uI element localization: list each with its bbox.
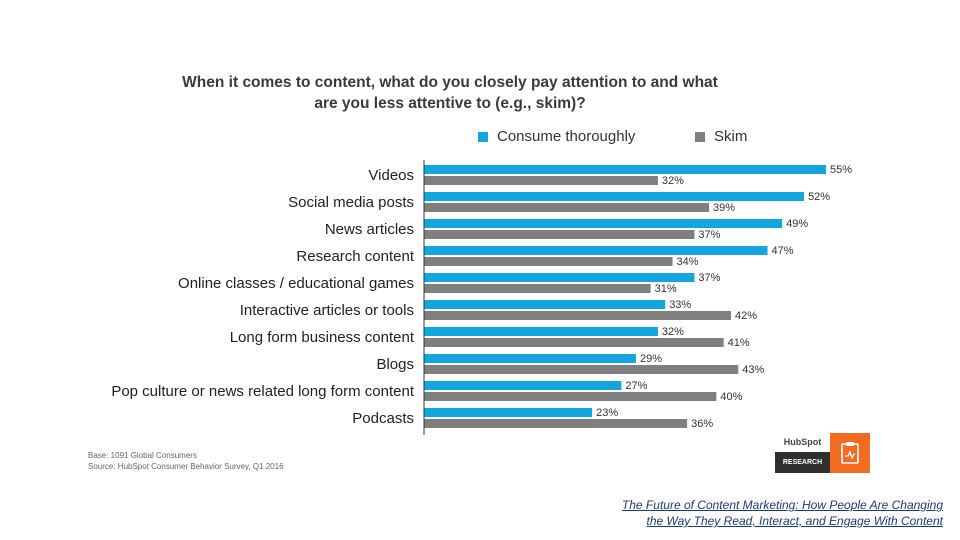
legend-label-consume: Consume thoroughly bbox=[497, 128, 636, 145]
value-label-skim: 42% bbox=[735, 310, 757, 322]
category-label: Pop culture or news related long form co… bbox=[111, 383, 414, 400]
value-label-consume: 37% bbox=[698, 272, 720, 284]
bar-consume bbox=[424, 354, 636, 363]
value-label-consume: 49% bbox=[786, 218, 808, 230]
category-label: Long form business content bbox=[230, 329, 415, 346]
value-label-consume: 29% bbox=[640, 353, 662, 365]
value-label-skim: 39% bbox=[713, 202, 735, 214]
chart-title: When it comes to content, what do you cl… bbox=[182, 74, 718, 112]
bar-consume bbox=[424, 300, 666, 309]
citation-line-1[interactable]: The Future of Content Marketing: How Peo… bbox=[621, 498, 943, 512]
legend-item-skim: Skim bbox=[695, 128, 747, 145]
value-label-consume: 32% bbox=[662, 326, 684, 338]
value-label-skim: 37% bbox=[698, 229, 720, 241]
bar-consume bbox=[424, 327, 658, 336]
bar-consume bbox=[424, 381, 622, 390]
bar-skim bbox=[424, 311, 731, 320]
bar-skim bbox=[424, 230, 695, 239]
value-label-skim: 34% bbox=[677, 256, 699, 268]
bar-consume bbox=[424, 192, 805, 201]
category-label: Social media posts bbox=[288, 194, 414, 211]
value-label-skim: 32% bbox=[662, 175, 684, 187]
value-label-skim: 40% bbox=[720, 391, 742, 403]
bar-skim bbox=[424, 392, 717, 401]
legend-swatch-skim bbox=[695, 131, 705, 142]
bar-skim bbox=[424, 419, 688, 428]
source-note: Source: HubSpot Consumer Behavior Survey… bbox=[88, 462, 284, 471]
legend-item-consume: Consume thoroughly bbox=[478, 128, 635, 145]
value-label-skim: 41% bbox=[728, 337, 750, 349]
category-label: Videos bbox=[368, 167, 414, 184]
bar-skim bbox=[424, 203, 710, 212]
value-label-consume: 52% bbox=[808, 191, 830, 203]
category-label: Online classes / educational games bbox=[178, 275, 414, 292]
category-label: Research content bbox=[296, 248, 414, 265]
bar-consume bbox=[424, 273, 695, 282]
value-label-skim: 31% bbox=[655, 283, 677, 295]
value-label-consume: 23% bbox=[596, 407, 618, 419]
research-badge: RESEARCH bbox=[775, 452, 830, 473]
base-note: Base: 1091 Global Consumers bbox=[88, 451, 197, 460]
bar-consume bbox=[424, 246, 768, 255]
category-label: Blogs bbox=[376, 356, 414, 373]
category-label: Podcasts bbox=[352, 410, 414, 427]
legend-swatch-consume bbox=[478, 131, 488, 142]
bar-skim bbox=[424, 365, 739, 374]
hubspot-logo: HubSpot bbox=[783, 437, 822, 447]
value-label-consume: 27% bbox=[625, 380, 647, 392]
value-label-consume: 33% bbox=[669, 299, 691, 311]
citation-line-2[interactable]: the Way They Read, Interact, and Engage … bbox=[646, 514, 943, 528]
bar-consume bbox=[424, 219, 783, 228]
citation-link[interactable]: The Future of Content Marketing: How Peo… bbox=[622, 497, 943, 529]
bar-skim bbox=[424, 338, 724, 347]
bar-skim bbox=[424, 257, 673, 266]
bar-skim bbox=[424, 284, 651, 293]
value-label-skim: 43% bbox=[742, 364, 764, 376]
bar-skim bbox=[424, 176, 658, 185]
bar-consume bbox=[424, 408, 593, 417]
category-label: News articles bbox=[325, 221, 414, 238]
category-label: Interactive articles or tools bbox=[240, 302, 414, 319]
value-label-consume: 55% bbox=[830, 164, 852, 176]
value-label-skim: 36% bbox=[691, 418, 713, 430]
value-label-consume: 47% bbox=[772, 245, 794, 257]
clipboard-chart-icon bbox=[830, 433, 870, 473]
bar-consume bbox=[424, 165, 826, 174]
legend-label-skim: Skim bbox=[714, 128, 748, 145]
